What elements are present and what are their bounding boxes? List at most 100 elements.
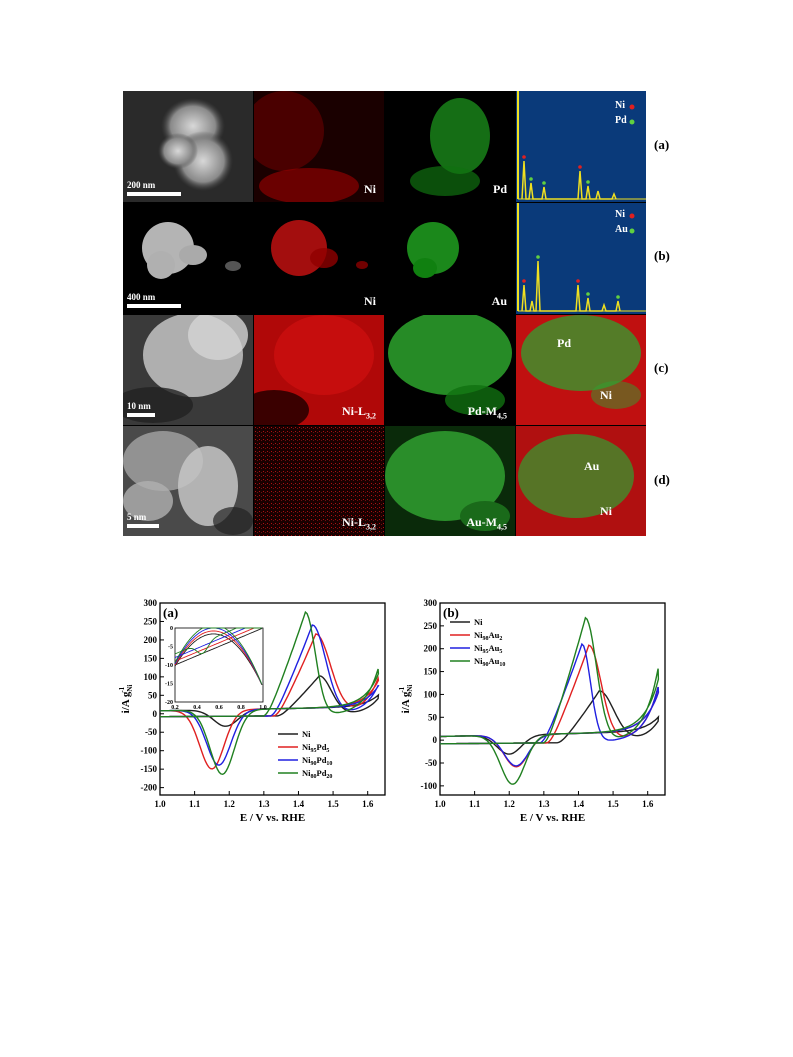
- scalebar-label-c: 10 nm: [127, 401, 151, 411]
- y-tick-label: 200: [144, 635, 158, 645]
- x-tick-label: 1.4: [573, 799, 585, 809]
- inset-x-tick-label: 0.2: [171, 705, 179, 711]
- x-tick-label: 1.6: [362, 799, 374, 809]
- inset-series-line: [174, 628, 263, 666]
- eds-legend-ni-b: Ni: [615, 209, 625, 220]
- inset-series-line: [174, 633, 263, 686]
- y-tick-label: -200: [141, 783, 158, 793]
- legend-label: Ni80Pd20: [302, 768, 332, 780]
- x-tick-label: 1.2: [504, 799, 516, 809]
- inset-series-line: [174, 627, 263, 685]
- y-tick-label: 50: [148, 690, 158, 700]
- scalebar-label-a: 200 nm: [127, 180, 156, 190]
- row-label-c: (c): [654, 360, 669, 375]
- y-tick-label: -100: [141, 746, 158, 756]
- series-line: [160, 610, 380, 776]
- x-tick-label: 1.6: [642, 799, 654, 809]
- pd-map-a: Pd: [385, 91, 515, 202]
- au-map-b: Au: [385, 203, 515, 314]
- pd-map-c-label: Pd-M4,5: [467, 403, 507, 420]
- inset-series-line: [174, 630, 263, 685]
- inset-y-tick-label: 0: [170, 626, 173, 632]
- y-tick-label: 50: [428, 712, 438, 722]
- eds-spectrum-b: Ni Au: [516, 203, 646, 314]
- x-tick-label: 1.2: [224, 799, 236, 809]
- x-tick-label: 1.3: [258, 799, 270, 809]
- au-map-d-label: Au-M4,5: [466, 514, 507, 531]
- y-axis-label: i/A gNi-1: [118, 685, 134, 714]
- overlay-label-pd-c: Pd: [557, 336, 572, 350]
- y-tick-label: -100: [421, 781, 438, 791]
- legend-label: Ni98Au2: [474, 630, 502, 642]
- ni-map-d: Ni-L3,2: [254, 426, 384, 536]
- inset-y-tick-label: -10: [165, 663, 173, 669]
- overlay-map-c: Pd Ni: [516, 315, 646, 425]
- overlay-label-ni-c: Ni: [600, 388, 612, 402]
- x-tick-label: 1.5: [327, 799, 339, 809]
- inset-x-tick-label: 1.0: [259, 705, 267, 711]
- x-axis-label: E / V vs. RHE: [520, 812, 585, 824]
- ni-map-b-label: Ni: [364, 294, 376, 308]
- eds-spectrum-a: Ni Pd: [516, 91, 646, 202]
- ni-map-c: Ni-L3,2: [254, 315, 384, 425]
- cv-plot-b-svg: 1.0 1.1 1.2 1.3 1.4 1.5 1.6 300 250 200 150 100 50 0 -…: [398, 598, 666, 824]
- panel-label: (a): [163, 605, 178, 620]
- x-tick-label: 1.0: [154, 799, 166, 809]
- inset-x-tick-label: 0.6: [215, 705, 223, 711]
- y-tick-label: 0: [153, 709, 158, 719]
- inset-x-tick-label: 0.8: [237, 705, 245, 711]
- haadf-image-a-graphic: [123, 91, 253, 202]
- y-tick-label: -50: [425, 758, 437, 768]
- stem-eds-figure: 200 nm Ni Pd Ni Pd 400 nm: [123, 91, 646, 536]
- y-tick-label: 250: [424, 621, 438, 631]
- eds-legend-ni-a: Ni: [615, 100, 625, 111]
- y-tick-label: 150: [144, 653, 158, 663]
- x-tick-label: 1.1: [189, 799, 201, 809]
- haadf-image-d: 5 nm: [123, 426, 253, 536]
- y-tick-label: 200: [424, 644, 438, 654]
- x-tick-label: 1.1: [469, 799, 481, 809]
- overlay-label-au-d: Au: [584, 459, 600, 473]
- inset-series-line: [174, 627, 263, 685]
- scalebar-label-d: 5 nm: [127, 512, 147, 522]
- legend-label: Ni: [302, 729, 311, 739]
- row-label-a: (a): [654, 137, 670, 152]
- y-axis-label: i/A gNi-1: [398, 685, 414, 714]
- ni-map-a-label: Ni: [364, 182, 376, 196]
- inset-y-tick-label: -5: [168, 645, 173, 651]
- inset-series-line: [174, 627, 262, 655]
- ni-map-b: Ni: [254, 203, 384, 314]
- eds-legend-pd-a: Pd: [615, 115, 627, 126]
- legend-label: Ni95Au5: [474, 643, 502, 655]
- legend-label: Ni: [474, 617, 483, 627]
- legend-label: Ni90Pd10: [302, 755, 332, 767]
- y-tick-label: 300: [424, 598, 438, 608]
- row-label-d: (d): [654, 472, 670, 487]
- au-map-d: Au-M4,5: [385, 426, 515, 536]
- haadf-image-c: 10 nm: [123, 315, 253, 425]
- x-tick-label: 1.5: [607, 799, 619, 809]
- y-tick-label: 300: [144, 598, 158, 608]
- inset-y-tick-label: -15: [165, 682, 173, 688]
- series-line: [440, 616, 660, 785]
- panel-label: (b): [443, 605, 459, 620]
- eds-legend-au-b: Au: [615, 224, 628, 235]
- ni-map-a: Ni: [254, 91, 384, 202]
- cv-plot-a: 1.0 1.1 1.2 1.3 1.4 1.5 1.6 300 250 200 150 100 50 0 -…: [118, 595, 393, 825]
- x-tick-label: 1.3: [538, 799, 550, 809]
- cv-plot-a-svg: 1.0 1.1 1.2 1.3 1.4 1.5 1.6 300 250 200 150 100 50 0 -…: [118, 598, 386, 824]
- row-label-b: (b): [654, 248, 670, 263]
- y-tick-label: 100: [144, 672, 158, 682]
- pd-map-a-label: Pd: [492, 182, 507, 196]
- legend-label: Ni90Au10: [474, 656, 505, 668]
- x-tick-label: 1.4: [293, 799, 305, 809]
- pd-map-c: Pd-M4,5: [385, 315, 515, 425]
- haadf-image-a: 200 nm: [123, 91, 253, 202]
- inset-x-tick-label: 0.4: [193, 705, 201, 711]
- overlay-label-ni-d: Ni: [600, 504, 612, 518]
- au-map-b-label: Au: [491, 294, 507, 308]
- y-tick-label: 250: [144, 616, 158, 626]
- plot-frame: [439, 602, 666, 796]
- inset-y-tick-label: -20: [165, 700, 173, 706]
- y-tick-label: -150: [141, 764, 158, 774]
